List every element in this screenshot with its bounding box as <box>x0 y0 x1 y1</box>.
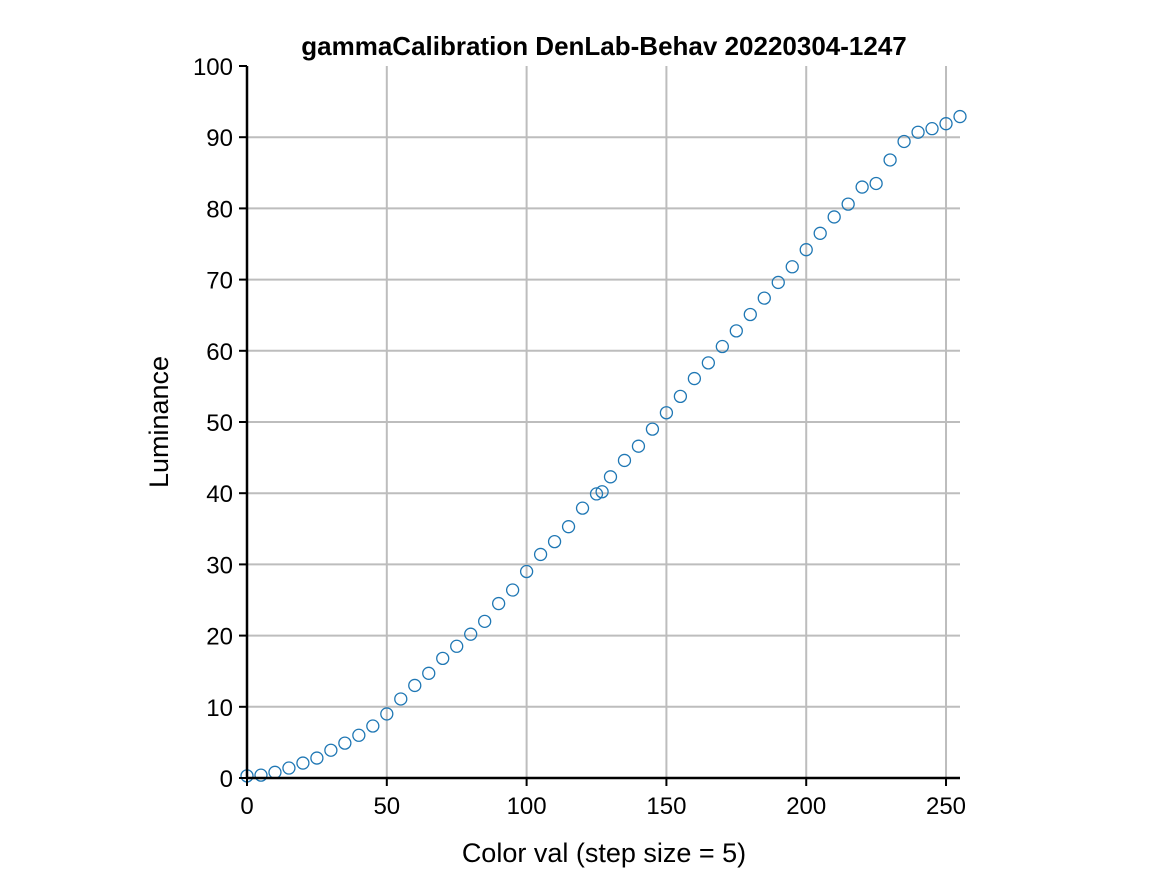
data-point <box>855 180 869 194</box>
data-point <box>547 534 562 549</box>
data-point <box>715 339 729 354</box>
x-tick-label: 0 <box>240 793 253 820</box>
y-tick-label: 80 <box>206 196 233 223</box>
y-tick-label: 50 <box>206 410 233 437</box>
data-point <box>436 651 450 666</box>
data-point <box>595 485 609 499</box>
data-point <box>491 596 506 611</box>
data-point <box>869 176 883 191</box>
data-point <box>883 153 897 167</box>
data-point <box>841 197 855 211</box>
data-point <box>505 583 520 597</box>
data-point <box>324 743 338 757</box>
y-tick-label: 10 <box>206 695 233 722</box>
data-point <box>673 389 688 404</box>
data-point <box>729 324 743 338</box>
data-point <box>785 260 799 274</box>
data-point <box>659 406 674 420</box>
y-tick-label: 0 <box>220 766 233 793</box>
data-point <box>268 765 282 779</box>
y-tick-label: 70 <box>206 268 233 295</box>
data-point <box>575 501 590 515</box>
y-tick-label: 100 <box>193 54 233 81</box>
data-point <box>394 692 408 706</box>
data-point <box>939 117 953 131</box>
data-point <box>631 439 646 453</box>
data-point <box>701 356 716 370</box>
data-point <box>254 768 268 782</box>
y-tick-label: 30 <box>206 552 233 579</box>
y-tick-label: 20 <box>206 624 233 651</box>
data-point <box>925 122 939 136</box>
data-point <box>617 453 632 468</box>
data-point <box>589 487 604 501</box>
data-point <box>757 291 771 305</box>
data-point <box>422 666 436 680</box>
x-tick-label: 200 <box>786 793 826 820</box>
data-point <box>450 639 464 653</box>
data-point <box>519 564 534 579</box>
x-axis-label: Color val (step size = 5) <box>462 838 746 868</box>
data-point <box>799 243 813 257</box>
data-point <box>911 125 925 139</box>
data-point <box>380 707 394 721</box>
data-point <box>464 627 478 641</box>
y-tick-label: 40 <box>206 481 233 508</box>
data-point <box>743 307 757 322</box>
y-tick-label: 90 <box>206 125 233 152</box>
data-point <box>296 756 310 770</box>
data-point <box>687 371 702 386</box>
x-tick-label: 150 <box>646 793 686 820</box>
data-point <box>533 547 548 562</box>
y-tick-label: 60 <box>206 339 233 366</box>
data-point <box>603 470 618 484</box>
data-point <box>561 520 576 534</box>
data-point <box>338 736 352 750</box>
grid-layer <box>247 66 960 778</box>
data-point <box>310 751 324 765</box>
x-tick-label: 100 <box>507 793 547 820</box>
data-point <box>771 275 785 290</box>
data-point <box>352 728 366 742</box>
data-point <box>953 109 967 124</box>
data-point <box>282 761 296 775</box>
tick-layer: 0 50 100 150 200 250 0 10 20 30 40 50 60 70 80 90 100 <box>193 54 966 820</box>
data-point <box>408 678 422 693</box>
chart-title: gammaCalibration DenLab-Behav 20220304-1… <box>301 31 907 61</box>
data-point <box>827 210 841 224</box>
data-point <box>645 422 660 436</box>
x-tick-label: 50 <box>373 793 400 820</box>
data-point <box>897 134 911 149</box>
data-point <box>813 226 827 240</box>
data-point <box>478 614 492 629</box>
x-tick-label: 250 <box>926 793 966 820</box>
marker-layer <box>240 109 967 783</box>
data-point <box>366 719 380 733</box>
y-axis-label: Luminance <box>144 356 174 488</box>
